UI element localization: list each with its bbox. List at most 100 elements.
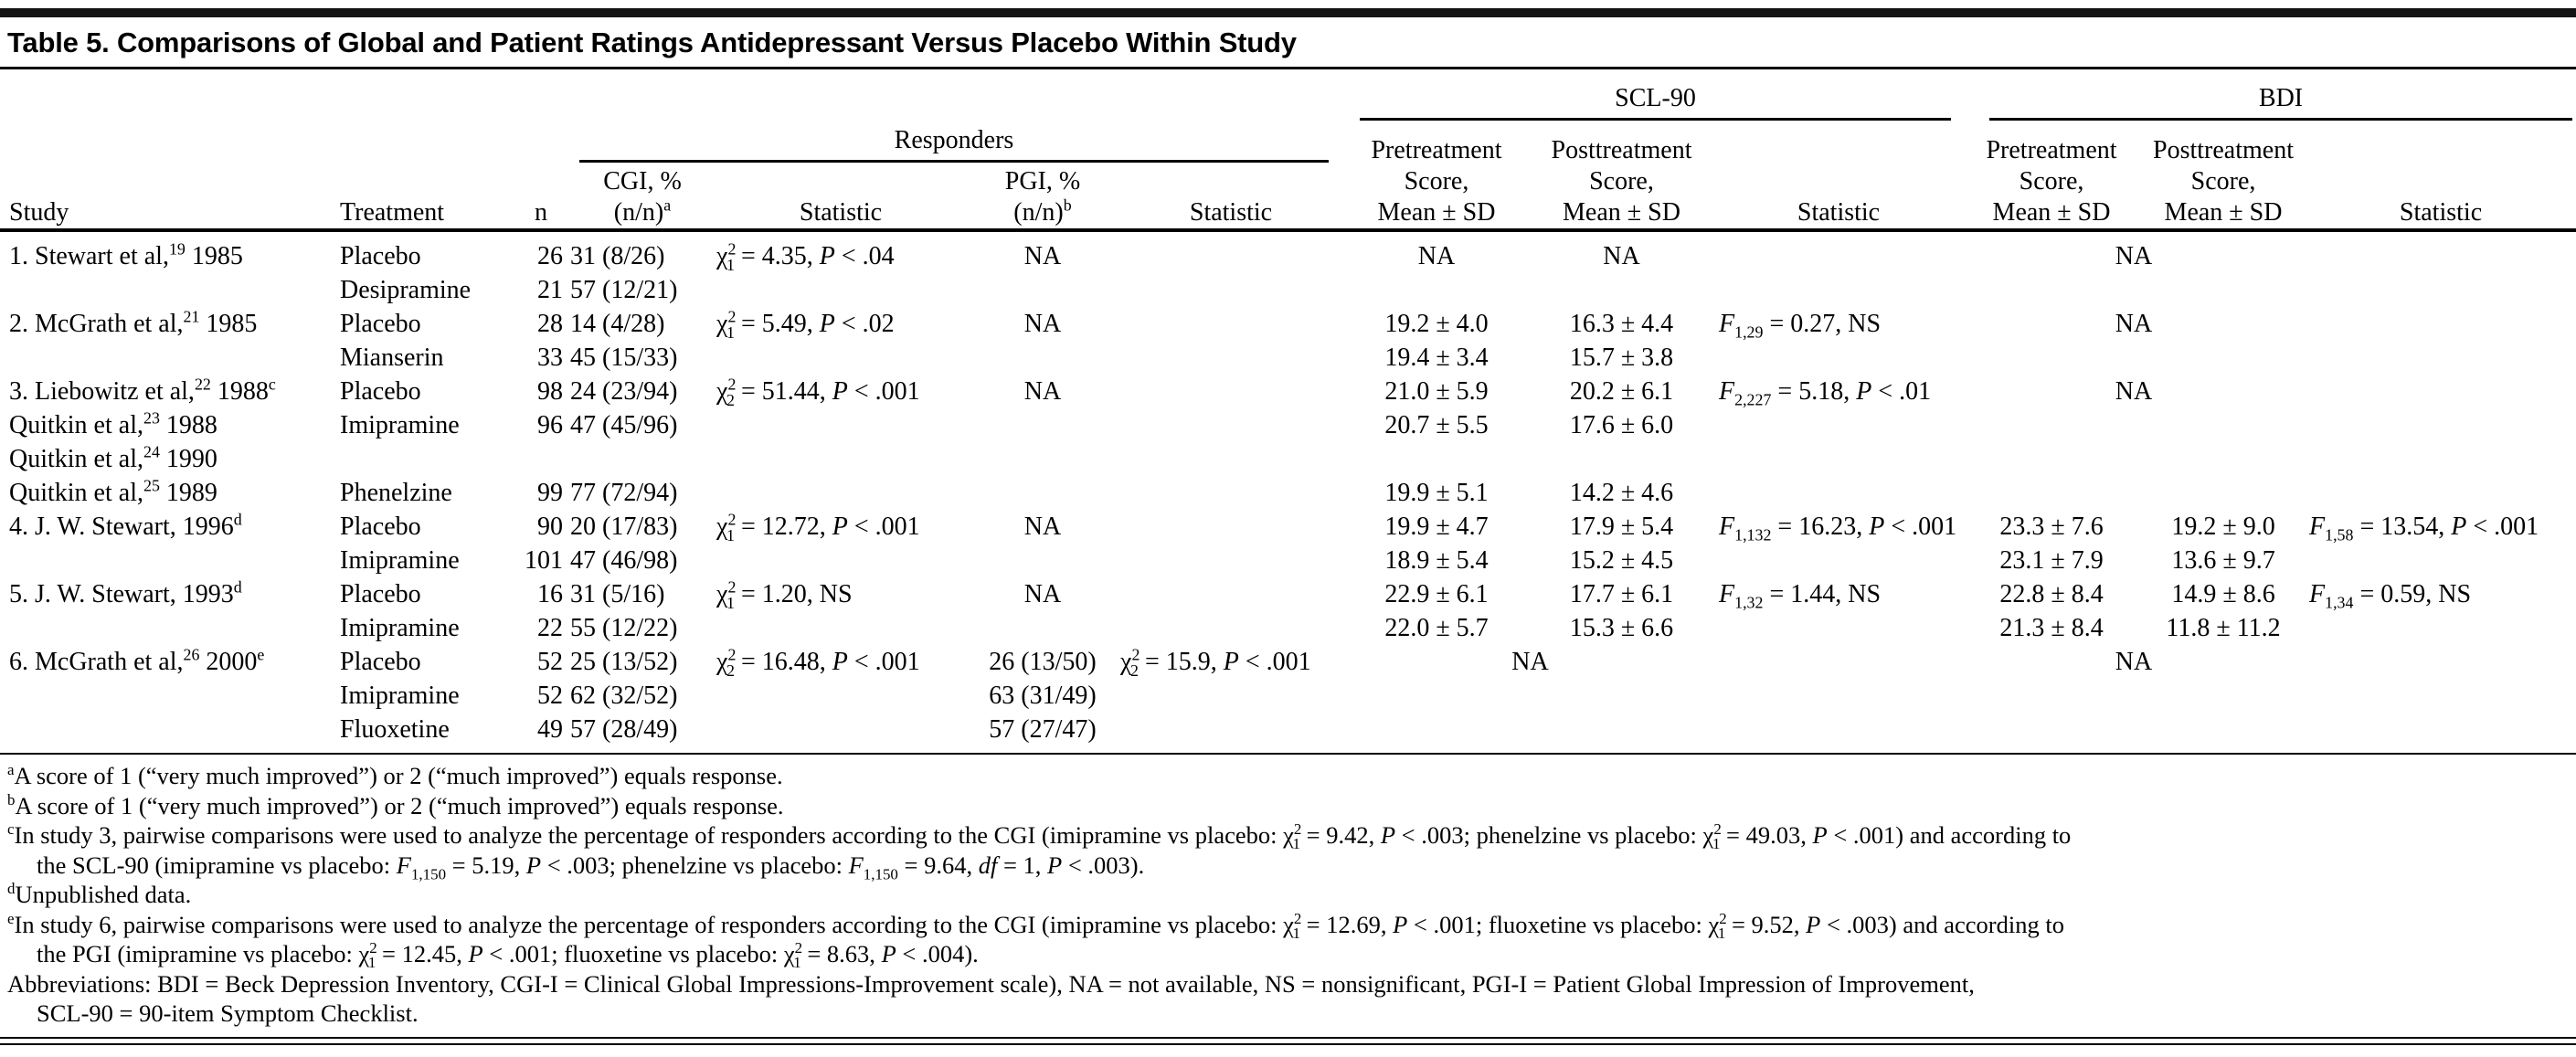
table-cell	[1962, 713, 2141, 754]
table-cell: χ22 = 16.48, P < .001	[716, 645, 920, 680]
table-cell	[1117, 611, 1345, 645]
table-cell: 20 (17/83)	[570, 513, 678, 541]
table-cell	[969, 442, 1117, 476]
table-row: 2. McGrath et al,21 1985 Placebo 28 14 (4/2…	[0, 307, 2576, 341]
table-cell	[713, 679, 969, 713]
table-row: 4. J. W. Stewart, 1996d Placebo 90 20 (17/8…	[0, 510, 2576, 544]
table-cell	[0, 341, 336, 375]
table-cell	[1715, 645, 1962, 679]
table-cell: 52	[537, 682, 563, 710]
table-cell: 22.0 ± 5.7	[1384, 614, 1489, 642]
table-cell	[2141, 713, 2306, 754]
header-spacer	[567, 69, 1345, 121]
table-cell: NA	[1603, 242, 1640, 270]
table-cell: Quitkin et al,24 1990	[9, 442, 217, 473]
table-cell: 26 (13/50)	[989, 648, 1097, 676]
table-cell: NA	[1023, 580, 1062, 608]
table-cell	[2306, 645, 2576, 679]
table-cell: 15.3 ± 6.6	[1569, 614, 1674, 642]
journal-table-figure: Table 5. Comparisons of Global and Patie…	[0, 8, 2576, 1045]
table-cell	[2306, 544, 2576, 577]
table-cell	[713, 341, 969, 375]
table-title: Table 5. Comparisons of Global and Patie…	[7, 26, 1297, 58]
table-cell	[1962, 408, 2141, 442]
table-cell	[0, 679, 336, 713]
table-cell	[2141, 408, 2306, 442]
table-cell: Imipramine	[340, 614, 460, 642]
footnote: dUnpublished data.	[7, 880, 192, 908]
table-cell: 23.1 ± 7.9	[1999, 546, 2104, 575]
table-cell: 15.2 ± 4.5	[1569, 546, 1674, 575]
table-cell: 25 (13/52)	[570, 648, 678, 676]
table-cell: 28	[537, 310, 563, 338]
table-cell	[1528, 679, 1715, 713]
table-cell	[1117, 442, 1345, 476]
table-cell	[969, 611, 1117, 645]
table-cell	[2306, 442, 2576, 476]
table-cell	[2306, 408, 2576, 442]
group-header-bdi: BDI	[1962, 69, 2576, 121]
table-cell: 49	[537, 715, 563, 744]
table-cell	[1117, 679, 1345, 713]
group-header-scl90-label: SCL-90	[1615, 84, 1696, 112]
footnote: cIn study 3, pairwise comparisons were u…	[7, 820, 2072, 883]
table-cell: 62 (32/52)	[570, 682, 678, 710]
table-cell: 14 (4/28)	[570, 310, 665, 338]
col-header-scl-pretreatment: Pretreatment Score, Mean ± SD	[1371, 136, 1502, 227]
table-row: Quitkin et al,25 1989 Phenelzine 99 77 (72/…	[0, 476, 2576, 510]
table-cell	[1715, 442, 1962, 476]
table-cell	[713, 544, 969, 577]
table-cell	[336, 442, 515, 476]
table-row: Imipramine 52 62 (32/52) 63 (31/49)	[0, 679, 2576, 713]
table-cell: 24 (23/94)	[570, 377, 678, 406]
table-cell: Mianserin	[340, 344, 444, 372]
table-cell: Quitkin et al,25 1989	[9, 476, 217, 507]
table-cell: 17.9 ± 5.4	[1569, 513, 1674, 541]
title-rule	[0, 67, 2576, 69]
table-cell: 47 (46/98)	[570, 546, 678, 575]
table-cell	[969, 544, 1117, 577]
table-cell: 21	[537, 276, 563, 304]
table-cell	[713, 476, 969, 510]
table-cell: F2,227 = 5.18, P < .01	[1719, 377, 1932, 409]
table-cell: NA	[1023, 310, 1062, 338]
table-cell: Phenelzine	[340, 479, 452, 507]
table-cell: 3. Liebowitz et al,22 1988c	[9, 375, 276, 406]
table-cell	[969, 476, 1117, 510]
table-cell	[567, 442, 713, 476]
table-row: Desipramine 21 57 (12/21)	[0, 273, 2576, 307]
table-row: Quitkin et al,23 1988 Imipramine 96 47 (45/…	[0, 408, 2576, 442]
table-cell: NA	[2115, 377, 2153, 406]
table-cell	[969, 408, 1117, 442]
table-cell	[1117, 713, 1345, 754]
table-cell: NA	[1417, 242, 1456, 270]
table-cell	[713, 273, 969, 307]
table-cell: 18.9 ± 5.4	[1384, 546, 1489, 575]
table-cell: Desipramine	[340, 276, 472, 304]
table-cell	[1715, 544, 1962, 577]
table-cell	[515, 442, 567, 476]
table-cell: F1,29 = 0.27, NS	[1719, 310, 1882, 342]
footnote: eIn study 6, pairwise comparisons were u…	[7, 909, 2064, 972]
table-cell	[2306, 307, 2576, 341]
table-cell: 99	[537, 479, 563, 507]
table-cell: 63 (31/49)	[989, 682, 1097, 710]
table-cell	[1962, 679, 2141, 713]
table-cell: 19.9 ± 5.1	[1384, 479, 1489, 507]
table-cell	[1117, 341, 1345, 375]
col-header-pgi: PGI, % (n/n)b	[1004, 167, 1081, 227]
table-cell: NA	[1023, 377, 1062, 406]
table-cell: 2. McGrath et al,21 1985	[9, 307, 258, 338]
col-header-scl-posttreatment: Posttreatment Score, Mean ± SD	[1551, 136, 1692, 227]
table-cell: 4. J. W. Stewart, 1996d	[9, 510, 242, 541]
table-cell	[713, 442, 969, 476]
table-cell: Imipramine	[340, 546, 460, 575]
table-cell: Quitkin et al,23 1988	[9, 408, 217, 439]
col-header-n: n	[535, 198, 547, 227]
table-cell: 19.4 ± 3.4	[1384, 344, 1489, 372]
table-cell	[2306, 713, 2576, 754]
table-cell: χ21 = 4.35, P < .04	[716, 239, 895, 274]
table-cell: F1,58 = 13.54, P < .001	[2309, 513, 2539, 544]
table-cell	[0, 713, 336, 754]
table-cell	[2141, 476, 2306, 510]
